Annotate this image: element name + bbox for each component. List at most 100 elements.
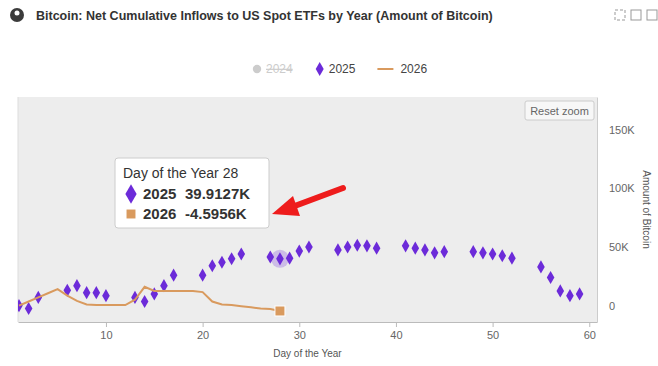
y-axis-line: [597, 98, 598, 323]
series-point: [498, 249, 506, 262]
y-tick: 150K: [597, 124, 635, 136]
series-point: [411, 242, 419, 255]
legend: 2024 2025 2026: [253, 62, 428, 76]
x-tick-label: 40: [390, 329, 402, 341]
x-tick: 50: [487, 322, 499, 341]
x-tick-mark: [589, 322, 590, 327]
legend-marker: [316, 62, 324, 76]
tooltip-marker: [125, 184, 136, 204]
series-point: [295, 245, 303, 258]
header-icon[interactable]: [631, 10, 641, 20]
x-tick-label: 10: [100, 329, 112, 341]
legend-item[interactable]: 2026: [377, 62, 427, 76]
legend-label[interactable]: 2026: [400, 62, 427, 76]
series-point: [479, 246, 487, 259]
series-point: [508, 252, 516, 265]
series-point: [421, 243, 429, 256]
y-tick: 50K: [597, 241, 629, 253]
x-axis-title: Day of the Year: [273, 348, 342, 359]
series-point: [353, 239, 361, 252]
series-point: [102, 289, 110, 302]
legend-item[interactable]: 2025: [316, 62, 356, 76]
series-point: [440, 245, 448, 258]
series-point: [334, 243, 342, 256]
series-point: [25, 302, 33, 315]
avatar-icon: [10, 8, 24, 22]
hover-marker: [275, 306, 285, 316]
x-tick-mark: [203, 322, 204, 327]
avatar-icon-head: [15, 11, 20, 16]
series-point: [141, 295, 149, 308]
legend-label[interactable]: 2025: [329, 62, 356, 76]
legend-line: [377, 68, 393, 70]
series-point: [576, 287, 584, 300]
x-tick: 30: [294, 322, 306, 341]
series-point: [556, 284, 564, 297]
series-point: [237, 247, 245, 260]
tooltip-value: -4.5956K: [185, 205, 247, 222]
tooltip-value: 39.9127K: [185, 185, 250, 202]
series-point: [276, 252, 284, 265]
series-point: [537, 260, 545, 273]
x-tick-mark: [106, 322, 107, 327]
header-icon[interactable]: [647, 10, 657, 20]
tooltip-series: 2026: [143, 205, 176, 222]
x-tick: 40: [390, 322, 402, 341]
title: Bitcoin: Net Cumulative Inflows to US Sp…: [36, 9, 493, 23]
button-box[interactable]: [525, 101, 594, 120]
y-axis: 0 50K 100K 150K: [597, 98, 635, 323]
legend-item[interactable]: 2024: [253, 62, 293, 76]
series-point: [73, 279, 81, 292]
x-axis: 10 20 30 40 50 60: [19, 322, 598, 341]
tooltip-series: 2025: [143, 185, 176, 202]
x-tick: 60: [584, 322, 596, 341]
y-tick-label: 150K: [609, 124, 635, 136]
x-tick-label: 60: [584, 329, 596, 341]
series-point: [170, 269, 178, 282]
reset-zoom-button[interactable]: Reset zoom: [525, 101, 594, 120]
tooltip-marker: [127, 210, 136, 219]
marks: [18, 239, 583, 316]
series-point: [305, 240, 313, 253]
x-tick-label: 20: [197, 329, 209, 341]
plot-frame-left: [18, 97, 19, 322]
series-point: [489, 247, 497, 260]
arrow-shaft: [292, 188, 343, 207]
series-point: [228, 252, 236, 265]
red-arrow: [272, 188, 343, 216]
tooltip-box: [115, 158, 269, 228]
x-tick-mark: [299, 322, 300, 327]
x-tick-label: 50: [487, 329, 499, 341]
series-point: [218, 256, 226, 269]
x-axis-line: [19, 322, 598, 323]
series-line: [19, 287, 280, 311]
header-icon[interactable]: [615, 10, 625, 20]
series-point: [208, 259, 216, 272]
y-tick-label: 0: [609, 300, 615, 312]
x-tick: 10: [100, 322, 112, 341]
x-tick-mark: [396, 322, 397, 327]
arrow-head: [272, 196, 300, 216]
x-tick-label: 30: [294, 329, 306, 341]
y-tick-label: 100K: [609, 182, 635, 194]
plot-background: [18, 97, 597, 322]
series-point: [92, 286, 100, 299]
tooltip-title: Day of the Year 28: [123, 165, 238, 181]
series-point: [363, 239, 371, 252]
y-axis-title: Amount of Bitcoin: [641, 170, 652, 248]
series-point: [199, 269, 207, 282]
series-point: [469, 245, 477, 258]
series-point: [431, 246, 439, 259]
series-point: [344, 240, 352, 253]
tooltip: Day of the Year 28 2025 39.9127K 2026 -4.595…: [115, 158, 269, 228]
series-point: [83, 286, 91, 299]
y-tick: 0: [597, 300, 615, 312]
button-label[interactable]: Reset zoom: [530, 105, 589, 117]
series-point: [547, 271, 555, 284]
series-point: [402, 239, 410, 252]
y-tick: 100K: [597, 182, 635, 194]
legend-label[interactable]: 2024: [266, 62, 293, 76]
series-point: [286, 252, 294, 265]
series-point: [373, 242, 381, 255]
series-point: [566, 289, 574, 302]
